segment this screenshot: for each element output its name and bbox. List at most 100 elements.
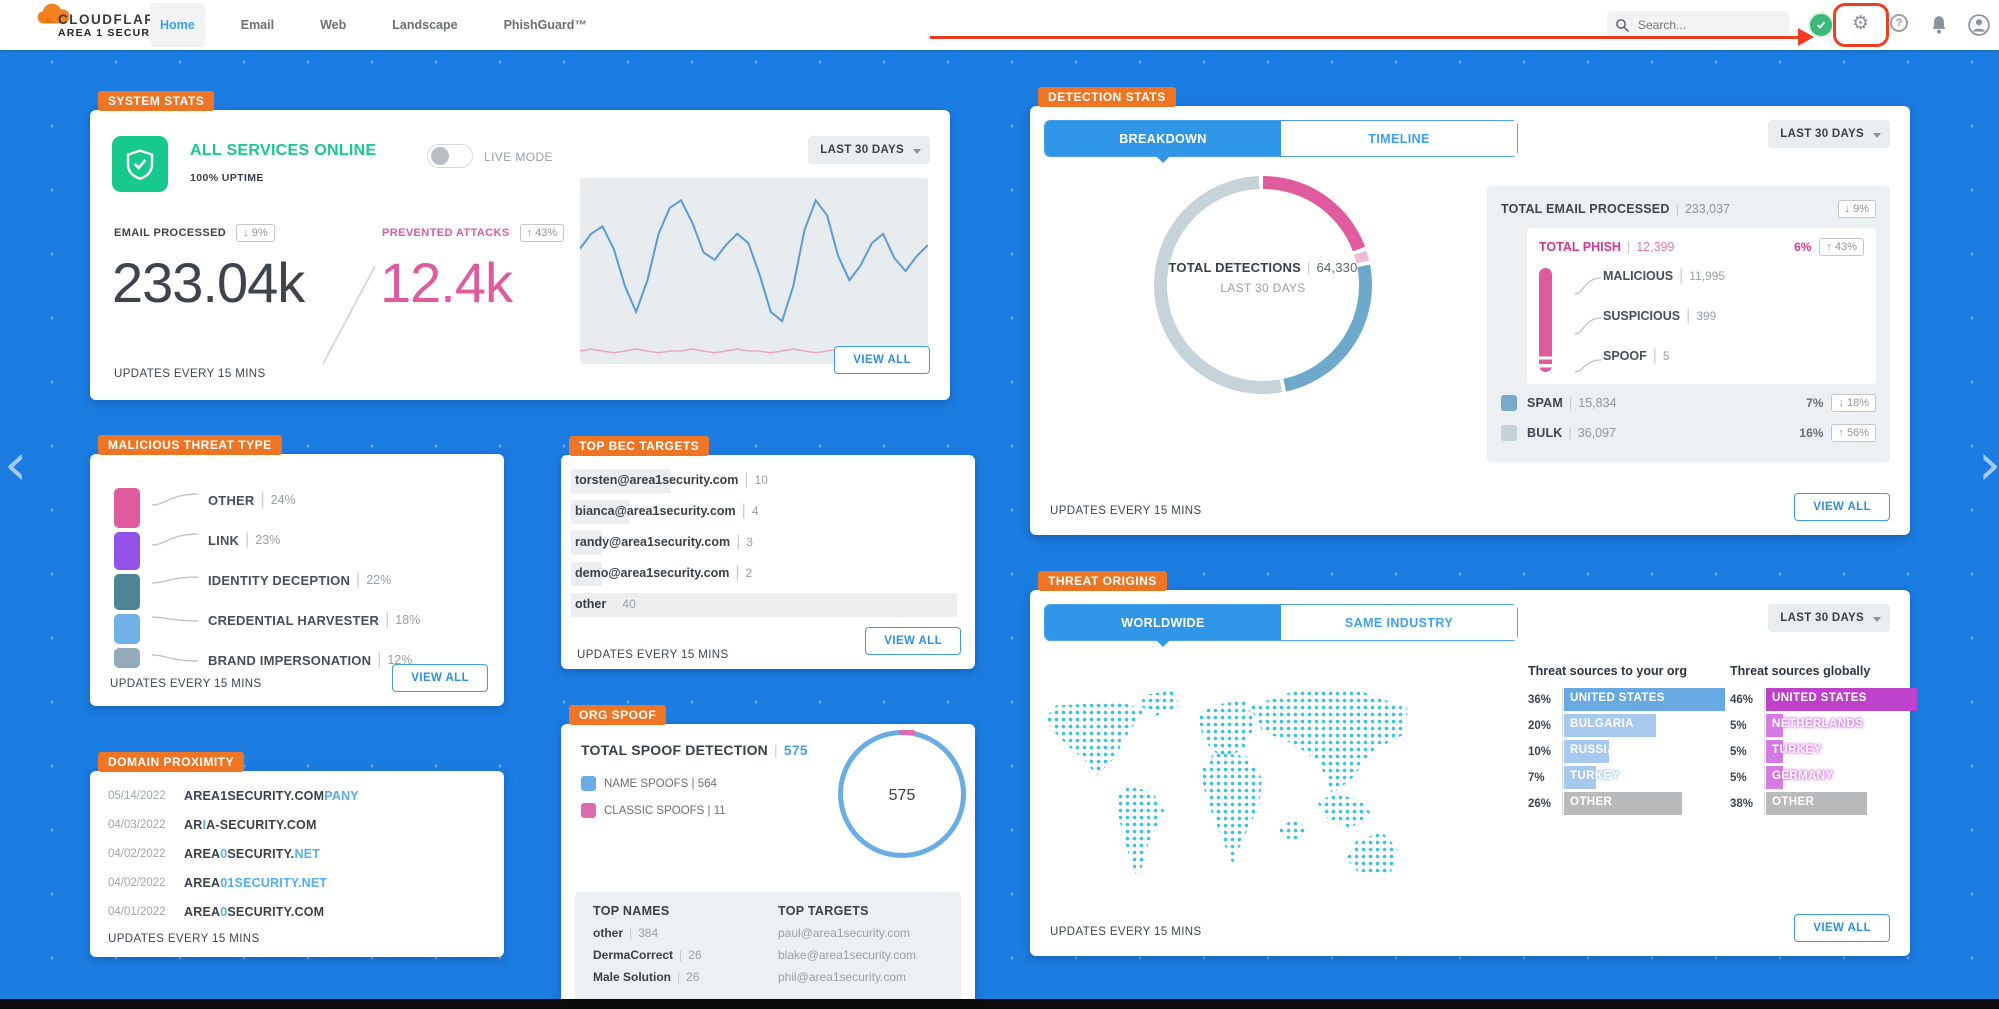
top-names-title: TOP NAMES [593, 904, 670, 918]
settings-gear-icon[interactable]: ⚙ [1852, 12, 1870, 34]
system-stats-card: SYSTEM STATS ALL SERVICES ONLINE 100% UP… [90, 91, 950, 400]
prevented-attacks-delta: ↑ 43% [519, 224, 565, 242]
annotation-highlight-box [1833, 3, 1889, 47]
legend-row: IDENTITY DECEPTION | 22% [152, 560, 420, 600]
top-name-row: DermaCorrect | 26 [593, 948, 702, 962]
domain-row: 04/02/2022 AREA0SECURITY.NET [108, 846, 321, 861]
country-row: 26% OTHER [1528, 792, 1724, 815]
view-all-button[interactable]: VIEW ALL [1794, 914, 1890, 942]
phish-child-row: SPOOF | 5 [1543, 336, 1864, 376]
updates-note: UPDATES EVERY 15 MINS [108, 933, 260, 945]
view-all-button[interactable]: VIEW ALL [865, 627, 961, 655]
tab-breakdown[interactable]: BREAKDOWN [1045, 121, 1281, 163]
card-badge: DOMAIN PROXIMITY [98, 752, 245, 772]
nav-tab-email[interactable]: Email [240, 18, 275, 32]
nav-tab-phishguard[interactable]: PhishGuard™ [503, 18, 587, 32]
legend-row: BRAND IMPERSONATION | 12% [152, 640, 420, 680]
top-target-row: phil@area1security.com [778, 970, 907, 984]
spam-row: SPAM | 15,834 7% ↓ 18% [1501, 394, 1876, 412]
view-all-button[interactable]: VIEW ALL [1794, 493, 1890, 521]
tab-worldwide[interactable]: WORLDWIDE [1045, 605, 1281, 647]
domain-row: 05/14/2022 AREA1SECURITY.COMPANY [108, 788, 359, 803]
total-email-row: TOTAL EMAIL PROCESSED | 233,037 ↓ 9% [1501, 200, 1876, 218]
annotation-arrow-line [930, 36, 1802, 39]
connector-line [1575, 317, 1601, 335]
top-name-row: other | 384 [593, 926, 659, 940]
domain-row: 04/01/2022 AREA0SECURITY.COM [108, 904, 325, 919]
updates-note: UPDATES EVERY 15 MINS [1050, 505, 1202, 517]
search-input-wrapper [1607, 11, 1789, 39]
view-all-button[interactable]: VIEW ALL [834, 346, 930, 374]
carousel-next-icon[interactable]: › [1978, 430, 1999, 498]
legend-swatch [1501, 425, 1517, 441]
country-row: 10% RUSSIA [1528, 740, 1724, 763]
view-all-button[interactable]: VIEW ALL [392, 664, 488, 692]
nav-tab-landscape[interactable]: Landscape [392, 18, 458, 32]
domain-row: 04/03/2022 ARIA-SECURITY.COM [108, 817, 317, 832]
card-badge: ORG SPOOF [569, 705, 667, 725]
nav-tab-web[interactable]: Web [320, 18, 347, 32]
date-range-dropdown[interactable]: LAST 30 DAYS [1768, 604, 1890, 632]
carousel-prev-icon[interactable]: ‹ [4, 430, 28, 498]
delta-chip: ↓ 9% [1837, 200, 1876, 218]
legend-row: LINK | 23% [152, 520, 420, 560]
total-phish-row: TOTAL PHISH | 12,399 6% ↑ 43% [1539, 238, 1864, 256]
help-icon[interactable]: ? [1890, 14, 1912, 36]
date-range-dropdown[interactable]: LAST 30 DAYS [808, 136, 930, 164]
live-mode-toggle[interactable] [427, 144, 473, 168]
bec-row: other|40 [571, 593, 961, 626]
org-sources-list: 36% UNITED STATES 20% BULGARIA 10% RUSSI… [1528, 688, 1725, 815]
connector-line [152, 493, 198, 506]
date-range-dropdown[interactable]: LAST 30 DAYS [1768, 120, 1890, 148]
connector-line [1575, 277, 1601, 295]
legend-name-spoofs: NAME SPOOFS | 564 [581, 776, 717, 791]
connector-line [1575, 359, 1601, 373]
threat-type-stacked-bar [114, 488, 140, 668]
country-row: 46% UNITED STATES [1730, 688, 1917, 711]
card-badge: TOP BEC TARGETS [569, 436, 710, 456]
country-row: 38% OTHER [1730, 792, 1916, 815]
notifications-bell-icon[interactable] [1928, 14, 1950, 36]
phish-breakdown-bar [1539, 268, 1552, 372]
cloudflare-logo-icon [37, 3, 70, 24]
country-row: 36% UNITED STATES [1528, 688, 1725, 711]
tab-timeline[interactable]: TIMELINE [1281, 121, 1517, 156]
chevron-down-icon [1873, 617, 1881, 622]
top-name-row: Male Solution | 26 [593, 970, 700, 984]
search-icon [1616, 18, 1630, 32]
global-sources-title: Threat sources globally [1730, 664, 1871, 678]
top-target-row: blake@area1security.com [778, 948, 917, 962]
connector-line [152, 654, 198, 662]
legend-classic-spoofs: CLASSIC SPOOFS | 11 [581, 803, 726, 818]
card-badge: DETECTION STATS [1038, 87, 1176, 107]
spoof-donut-chart: 575 [838, 730, 966, 858]
user-avatar-icon[interactable] [1968, 14, 1990, 36]
email-processed-value: 233.04k [112, 251, 305, 314]
total-phish-subcard: TOTAL PHISH | 12,399 6% ↑ 43% MALICIOUS |… [1527, 228, 1876, 384]
nav-tab-home[interactable]: Home [150, 3, 205, 47]
detections-donut-chart: TOTAL DETECTIONS | 64,330 LAST 30 DAYS [1154, 176, 1372, 394]
updates-note: UPDATES EVERY 15 MINS [1050, 926, 1202, 938]
chevron-down-icon [1873, 133, 1881, 138]
card-badge: MALICIOUS THREAT TYPE [98, 435, 282, 455]
brand-lockup: CLOUDFLARE AREA 1 SECURITY [58, 12, 170, 39]
country-row: 5% TURKEY [1730, 740, 1916, 763]
bec-row: randy@area1security.com | 3 [571, 531, 961, 564]
top-target-row: paul@area1security.com [778, 926, 911, 940]
org-spoof-card: ORG SPOOF TOTAL SPOOF DETECTION | 575 NAME… [561, 705, 975, 1009]
connector-line [152, 533, 198, 546]
legend-row: CREDENTIAL HARVESTER | 18% [152, 600, 420, 640]
tab-same-industry[interactable]: SAME INDUSTRY [1281, 605, 1517, 640]
search-input[interactable] [1636, 17, 1766, 33]
bulk-row: BULK | 36,097 16% ↑ 56% [1501, 424, 1876, 442]
country-row: 5% GERMANY [1730, 766, 1916, 789]
top-nav: CLOUDFLARE AREA 1 SECURITY Home Email We… [0, 0, 1999, 50]
card-badge: THREAT ORIGINS [1038, 571, 1167, 591]
updates-note: UPDATES EVERY 15 MINS [114, 368, 266, 380]
divider [322, 266, 376, 364]
bec-row: torsten@area1security.com | 10 [571, 469, 961, 502]
spoof-details-panel: TOP NAMES other | 384 DermaCorrect | 26 Male… [575, 892, 961, 1004]
uptime-label: 100% UPTIME [190, 172, 264, 184]
connector-line [152, 616, 198, 622]
